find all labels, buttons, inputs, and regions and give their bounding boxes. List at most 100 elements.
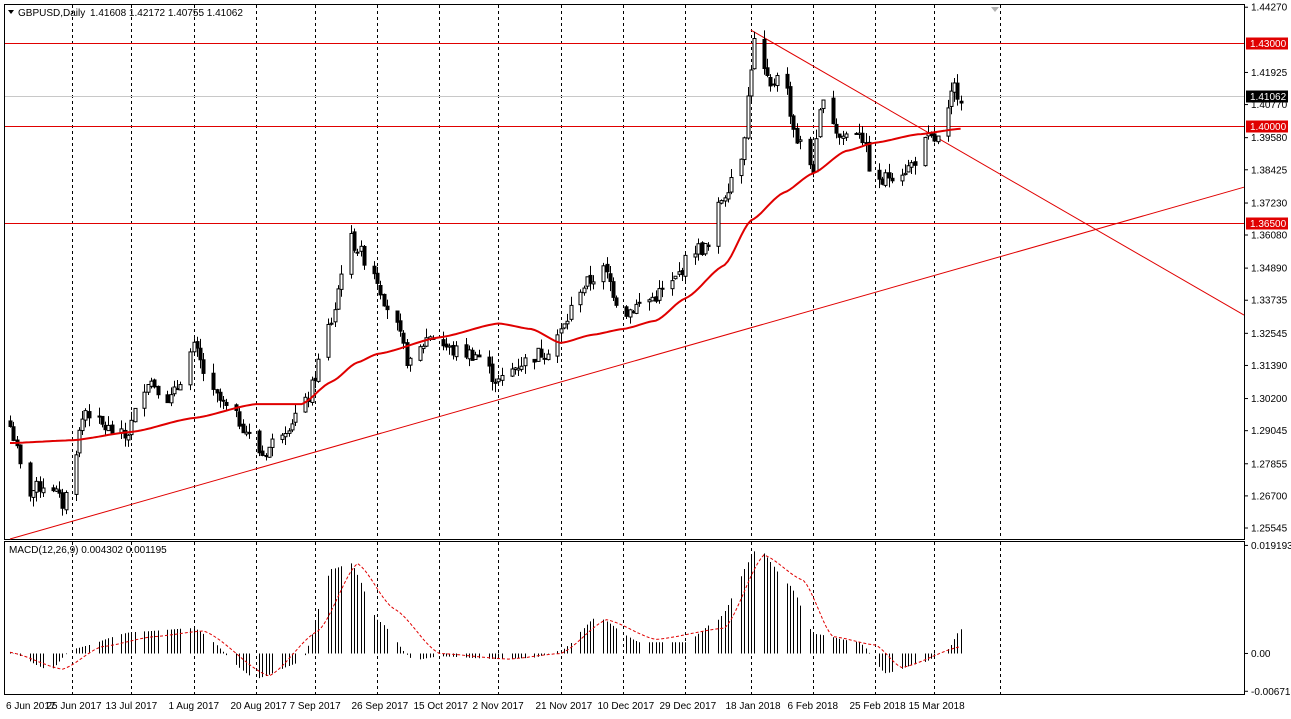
candle [696, 238, 701, 261]
candle [237, 406, 242, 430]
candle [408, 356, 413, 372]
price-tick-label: 1.27855 [1251, 459, 1288, 470]
dropdown-arrow-icon[interactable] [8, 10, 14, 14]
trendline [9, 186, 1245, 540]
candle [441, 331, 446, 351]
price-tick-label: 1.30200 [1251, 394, 1288, 405]
candle [605, 257, 610, 279]
candle [349, 225, 354, 279]
macd-panel-frame [4, 541, 1245, 695]
candle [657, 280, 662, 304]
candle [142, 384, 147, 417]
candle [588, 265, 593, 291]
candle [283, 426, 288, 446]
candle [821, 99, 826, 114]
candle [287, 428, 292, 437]
candle [280, 432, 285, 444]
price-tick-label: 1.31390 [1251, 361, 1288, 372]
candle [224, 398, 229, 411]
shift-marker-icon[interactable] [991, 7, 999, 12]
date-tick-label: 26 Sep 2017 [352, 701, 409, 712]
candle [906, 159, 911, 173]
candle [395, 310, 400, 331]
candle [247, 423, 252, 439]
candle [398, 313, 403, 337]
current-price-label: 1.41062 [1250, 92, 1287, 103]
date-tick-label: 7 Sep 2017 [290, 701, 342, 712]
candle [372, 261, 377, 280]
candle [378, 280, 383, 300]
price-tags: 1.43000 1.40000 1.36500 1.41062 [1246, 37, 1288, 230]
candle [80, 410, 85, 435]
candle [18, 444, 23, 469]
candle [31, 490, 36, 507]
candle [326, 318, 331, 361]
candle [562, 323, 567, 330]
candle [936, 135, 941, 145]
candle [703, 243, 708, 256]
candle [693, 245, 698, 265]
candle [496, 374, 501, 386]
candle [490, 356, 495, 391]
candle [290, 419, 295, 433]
candle [601, 262, 606, 290]
candle [447, 343, 452, 355]
price-tick-label: 1.40770 [1251, 100, 1288, 111]
candle [719, 199, 724, 205]
candle [555, 329, 560, 363]
candle [582, 285, 587, 296]
candle [788, 81, 793, 124]
candle [746, 87, 751, 140]
candle [814, 129, 819, 173]
candle [798, 135, 803, 150]
candle [8, 415, 13, 428]
candle [739, 158, 744, 184]
candle [83, 408, 88, 428]
symbol-label: GBPUSD,Daily [18, 8, 85, 19]
level-tag [1246, 217, 1288, 230]
candle [41, 478, 46, 498]
candle [565, 313, 570, 330]
candle [752, 31, 757, 70]
candle [523, 354, 528, 374]
candle [375, 266, 380, 289]
candle [913, 156, 918, 175]
candle [831, 90, 836, 125]
trendlines [9, 29, 1245, 540]
candle [421, 343, 426, 354]
price-tick-label: 1.32545 [1251, 329, 1288, 340]
candle [87, 404, 92, 427]
candle [591, 275, 596, 290]
candle [683, 253, 688, 285]
candle [64, 490, 69, 515]
candle [333, 302, 338, 327]
candle [221, 395, 226, 410]
price-tick-label: 1.44270 [1251, 3, 1288, 14]
candle [493, 378, 498, 393]
candle [624, 305, 629, 320]
candle [834, 118, 839, 139]
candle [178, 381, 183, 391]
trendline [750, 29, 1245, 316]
candle [775, 72, 780, 92]
candle [129, 411, 134, 437]
candle [267, 446, 272, 458]
candle [362, 244, 367, 270]
candle [500, 367, 505, 386]
candle [38, 476, 43, 498]
candle [818, 108, 823, 138]
price-tick-label: 1.29045 [1251, 426, 1288, 437]
candle [519, 357, 524, 372]
candle [539, 339, 544, 358]
candle [510, 362, 515, 378]
candle [578, 289, 583, 313]
price-tick-label: 1.36080 [1251, 231, 1288, 242]
price-tick-label: 1.37230 [1251, 199, 1288, 210]
candle [887, 163, 892, 188]
candle [201, 352, 206, 382]
date-tick-label: 15 Oct 2017 [414, 701, 469, 712]
candle [60, 488, 65, 516]
moving-average-line [10, 127, 961, 444]
price-tick-label: 1.33735 [1251, 296, 1288, 307]
